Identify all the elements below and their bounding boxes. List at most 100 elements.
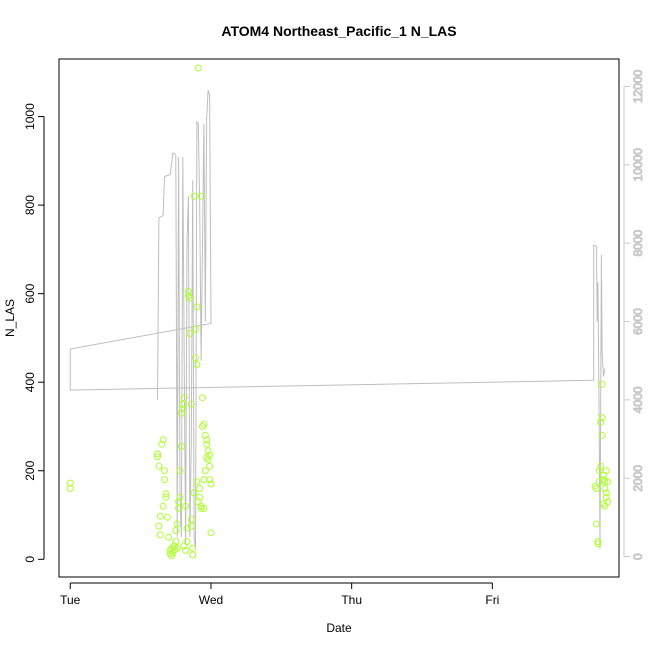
data-point <box>184 287 192 295</box>
plot-area <box>66 64 612 560</box>
x-axis-label: Date <box>326 621 352 635</box>
data-point <box>176 493 184 501</box>
data-point <box>204 447 212 455</box>
data-point <box>593 520 600 528</box>
data-point <box>200 504 208 512</box>
data-point <box>595 467 603 475</box>
data-point <box>165 533 173 541</box>
data-point <box>193 361 201 368</box>
data-point <box>189 544 197 552</box>
data-point <box>161 476 168 484</box>
data-point <box>187 400 195 408</box>
data-point <box>193 303 201 311</box>
y2-tick-label: 2000 <box>631 465 645 492</box>
data-point <box>182 502 190 510</box>
data-point <box>183 524 191 532</box>
y-tick-label: 800 <box>23 195 37 215</box>
y-tick-label: 0 <box>23 556 37 563</box>
data-point <box>186 294 194 302</box>
data-point <box>602 493 610 501</box>
data-point <box>200 420 208 428</box>
y-tick-label: 600 <box>23 283 37 303</box>
data-point <box>176 467 184 475</box>
x-tick-label: Thu <box>341 593 362 607</box>
data-point <box>177 409 185 417</box>
data-point <box>207 480 215 488</box>
data-point <box>180 394 188 402</box>
data-point <box>598 414 606 422</box>
data-point <box>156 512 164 520</box>
data-point <box>162 490 170 498</box>
data-point <box>187 515 195 523</box>
data-point <box>196 485 204 492</box>
data-point <box>598 380 606 388</box>
data-point <box>598 431 606 439</box>
y-tick-label: 1000 <box>23 103 37 130</box>
data-point <box>179 400 187 408</box>
y-tick-label: 400 <box>23 372 37 392</box>
data-point <box>156 531 164 539</box>
data-point <box>601 478 609 486</box>
data-point <box>187 522 195 530</box>
data-point <box>161 467 168 475</box>
data-point <box>206 462 214 470</box>
y2-tick-label: 4000 <box>631 386 645 413</box>
data-point <box>186 330 194 337</box>
data-point <box>189 551 197 559</box>
x-axis: Tue Wed Thu Fri <box>60 582 499 607</box>
data-point <box>206 451 214 459</box>
data-point <box>182 546 190 554</box>
data-point <box>602 467 610 475</box>
y2-tick-label: 12000 <box>631 69 645 103</box>
x-tick-label: Fri <box>485 593 499 607</box>
y-axis-left: 0 200 400 600 800 1000 <box>23 103 45 563</box>
data-point <box>196 493 204 501</box>
data-point <box>172 527 180 534</box>
data-point <box>154 453 161 461</box>
data-point <box>66 479 74 487</box>
data-point <box>199 394 206 402</box>
data-point <box>159 502 167 510</box>
data-point <box>162 493 170 501</box>
data-point <box>201 431 209 439</box>
y-tick-label: 200 <box>23 460 37 480</box>
data-point <box>597 418 605 426</box>
data-point <box>203 436 211 444</box>
data-point <box>602 489 610 497</box>
data-point <box>175 498 183 506</box>
data-point <box>197 192 205 200</box>
data-point <box>172 538 180 546</box>
data-point <box>173 544 181 552</box>
data-point <box>594 540 602 548</box>
data-point <box>179 405 187 413</box>
data-point <box>601 485 609 492</box>
chart-title: ATOM4 Northeast_Pacific_1 N_LAS <box>221 23 456 39</box>
series-line-0 <box>69 244 606 549</box>
data-point <box>207 529 215 537</box>
plot-frame <box>58 58 620 578</box>
data-point <box>193 478 201 486</box>
data-point <box>66 485 74 492</box>
data-point <box>158 440 166 448</box>
data-point <box>163 513 171 521</box>
y-axis-label: N_LAS <box>3 299 17 337</box>
data-point <box>597 462 605 470</box>
data-point <box>600 500 607 508</box>
data-point <box>200 476 208 484</box>
data-point <box>183 538 191 546</box>
data-point <box>173 520 181 528</box>
data-point <box>206 476 214 484</box>
data-point <box>159 436 167 444</box>
data-point <box>154 450 161 458</box>
data-point <box>203 440 211 448</box>
y2-tick-label: 8000 <box>631 229 645 256</box>
data-point <box>594 538 602 546</box>
x-tick-label: Wed <box>199 593 223 607</box>
data-point <box>201 467 209 475</box>
y2-tick-label: 0 <box>631 553 645 560</box>
data-point <box>197 504 205 512</box>
data-point <box>604 478 612 486</box>
data-point <box>194 64 202 72</box>
y2-tick-label: 6000 <box>631 308 645 335</box>
